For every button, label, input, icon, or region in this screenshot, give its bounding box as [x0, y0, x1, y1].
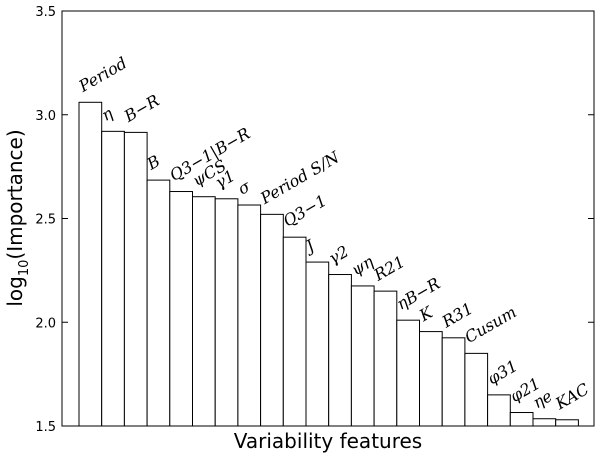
bar — [123, 131, 148, 427]
bar-label: KAC — [551, 379, 592, 414]
bar — [419, 331, 443, 427]
bar — [282, 236, 307, 427]
y-tick-label: 3.0 — [35, 109, 56, 124]
bar — [509, 412, 534, 427]
bar — [487, 394, 511, 427]
bar-label: σ — [234, 176, 254, 198]
bar — [237, 204, 262, 427]
bar — [305, 261, 330, 427]
y-axis-label: log10(Importance) — [3, 129, 32, 306]
y-tick-label: 1.5 — [35, 420, 56, 435]
bar — [146, 179, 171, 427]
y-axis-label-base: log — [3, 276, 27, 307]
bar-label: ψη — [348, 252, 377, 280]
bar — [350, 285, 375, 427]
bar-label: Period — [75, 53, 131, 96]
y-tick-label: 2.0 — [35, 316, 56, 331]
bar — [464, 352, 489, 427]
bar — [396, 319, 420, 427]
bar — [532, 418, 557, 427]
bar — [78, 101, 103, 427]
bar-label: Q3−1 — [280, 191, 330, 231]
bar — [373, 290, 398, 427]
bar — [260, 213, 284, 427]
bar — [441, 337, 466, 427]
bar-label: Period S/N — [256, 147, 343, 208]
bar — [328, 274, 352, 427]
bar — [555, 419, 579, 427]
bar — [192, 196, 216, 427]
y-ticks-group: 1.5 2.0 2.5 3.0 3.5 — [35, 5, 594, 435]
bar — [101, 130, 125, 427]
bar-label: R21 — [370, 252, 408, 285]
bar — [169, 191, 194, 427]
x-axis-label: Variability features — [234, 429, 422, 453]
y-axis-label-subscript: 10 — [17, 260, 32, 277]
bar — [214, 198, 239, 427]
y-axis-label-rest: (Importance) — [3, 129, 27, 259]
y-tick-label: 3.5 — [35, 5, 56, 20]
bars-group — [78, 101, 579, 427]
y-tick-label: 2.5 — [35, 213, 56, 228]
bar-label: B−R — [120, 91, 163, 127]
